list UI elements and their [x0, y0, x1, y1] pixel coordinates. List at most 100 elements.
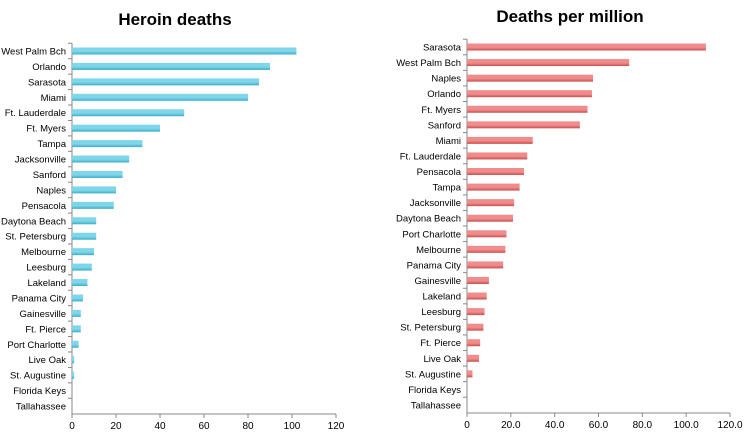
category-label: Ft. Myers: [421, 105, 461, 116]
x-tick-label: 0: [464, 420, 470, 431]
x-tick-label: 80: [242, 421, 254, 432]
x-tick-label: 120: [328, 421, 345, 432]
bar: [467, 245, 506, 253]
x-tick-label: 60: [198, 421, 210, 432]
bar: [72, 325, 81, 333]
category-label: Florida Keys: [408, 385, 461, 396]
category-label: Ft. Pierce: [25, 324, 66, 335]
bar: [467, 323, 484, 331]
bar: [72, 248, 94, 256]
category-label: Leesburg: [26, 263, 66, 274]
category-label: Pensacola: [417, 167, 462, 178]
x-tick-label: 100.0: [674, 420, 699, 431]
category-label: Sarasota: [423, 43, 462, 54]
category-label: Live Oak: [29, 355, 67, 366]
x-tick-label: 120.0: [717, 420, 742, 431]
category-label: Ft. Lauderdale: [400, 151, 461, 162]
bar: [72, 155, 130, 163]
category-label: Tallahassee: [411, 401, 461, 412]
category-label: Jacksonville: [410, 198, 461, 209]
bar: [72, 170, 123, 178]
bar: [467, 199, 515, 207]
bar: [72, 294, 83, 302]
bar: [467, 370, 473, 378]
category-label: Melbourne: [21, 247, 66, 258]
bar: [467, 136, 533, 144]
category-label: St. Petersburg: [400, 323, 461, 334]
category-label: Sarasota: [28, 77, 67, 88]
chart-title: Heroin deaths: [118, 10, 231, 29]
category-label: Naples: [431, 74, 461, 85]
bar: [467, 276, 489, 284]
category-label: West Palm Bch: [396, 58, 461, 69]
x-tick-label: 60.0: [589, 420, 609, 431]
bar: [467, 292, 487, 300]
category-label: Gainesville: [20, 309, 66, 320]
category-label: Orlando: [427, 89, 461, 100]
x-tick-label: 40.0: [545, 420, 565, 431]
category-label: St. Augustine: [10, 371, 66, 382]
category-label: Port Charlotte: [7, 340, 66, 351]
category-label: Ft. Lauderdale: [5, 108, 66, 119]
category-label: Tampa: [37, 139, 66, 150]
chart-2: Deaths per million 0 20.0 40.0 60.0 80.0 100.0…: [396, 7, 743, 431]
bar: [72, 356, 75, 364]
bar: [72, 78, 259, 86]
category-label: Miami: [41, 93, 66, 104]
chart-title: Deaths per million: [496, 7, 643, 26]
category-label: Jacksonville: [15, 155, 66, 166]
bar: [467, 308, 485, 316]
category-label: Pensacola: [22, 201, 67, 212]
bar: [72, 371, 75, 379]
category-label: Port Charlotte: [402, 229, 461, 240]
category-label: St. Petersburg: [5, 232, 66, 243]
bar: [72, 47, 297, 55]
category-label: Panama City: [12, 293, 67, 304]
bar: [72, 124, 160, 132]
category-label: Panama City: [407, 260, 462, 271]
bar: [72, 62, 270, 70]
category-label: Daytona Beach: [396, 214, 461, 225]
category-label: Sanford: [428, 120, 461, 131]
category-label: Tampa: [432, 183, 461, 194]
category-label: Sanford: [33, 170, 66, 181]
x-tick-label: 80.0: [633, 420, 653, 431]
bar: [72, 109, 185, 117]
bar: [467, 214, 514, 222]
x-tick-label: 20.0: [501, 420, 521, 431]
category-label: Naples: [36, 185, 66, 196]
category-label: St. Augustine: [405, 369, 461, 380]
x-tick-label: 20: [110, 421, 122, 432]
bar: [72, 201, 114, 209]
bar: [467, 261, 504, 269]
bar: [72, 140, 143, 148]
category-label: Ft. Pierce: [420, 338, 461, 349]
bar: [467, 230, 507, 238]
bar: [467, 90, 592, 98]
bar: [467, 121, 580, 129]
category-label: Ft. Myers: [26, 124, 66, 135]
bar: [467, 183, 520, 191]
bar: [72, 263, 92, 271]
bar: [467, 43, 706, 51]
category-label: Orlando: [32, 62, 66, 73]
bar: [72, 232, 97, 240]
bar: [467, 59, 630, 67]
category-label: Lakeland: [27, 278, 66, 289]
chart-1: Heroin deaths 0 20 40 60 80 100 120 West Palm Bc…: [1, 10, 345, 432]
x-tick-label: 100: [284, 421, 301, 432]
x-tick-label: 40: [154, 421, 166, 432]
category-label: Daytona Beach: [1, 216, 66, 227]
bar: [467, 74, 594, 82]
category-label: Miami: [436, 136, 461, 147]
bar: [72, 340, 79, 348]
bar: [467, 105, 588, 113]
bar: [72, 279, 88, 287]
bar: [467, 354, 480, 362]
bar: [467, 168, 524, 176]
category-label: Tallahassee: [16, 402, 66, 413]
x-tick-label: 0: [69, 421, 75, 432]
bar: [72, 186, 116, 194]
